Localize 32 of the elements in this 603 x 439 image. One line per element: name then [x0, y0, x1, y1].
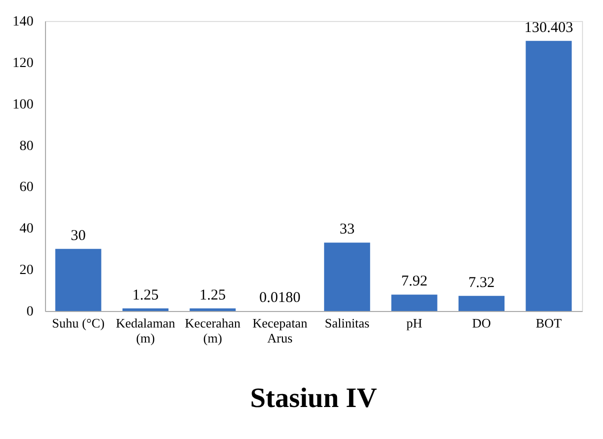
x-tick-label: pH: [406, 316, 422, 330]
x-tick-label: Salinitas: [324, 316, 370, 330]
data-label: 30: [70, 228, 86, 244]
y-tick-label: 20: [20, 263, 34, 278]
data-label: 0.0180: [259, 290, 301, 306]
y-tick-label: 140: [12, 14, 34, 30]
bar: [526, 40, 572, 311]
y-tick-label: 100: [12, 97, 34, 112]
x-tick-label: BOT: [536, 316, 562, 330]
bar: [458, 296, 505, 311]
x-tick-label: Kedalaman (m): [116, 316, 176, 346]
y-tick-label: 40: [20, 222, 34, 237]
y-tick-label: 80: [20, 138, 34, 154]
bar: [391, 294, 438, 311]
bar: [55, 248, 102, 311]
data-label: 7.92: [401, 274, 428, 290]
y-tick-label: 120: [12, 56, 34, 71]
data-label: 7.32: [468, 274, 495, 291]
data-label: 1.25: [132, 287, 159, 304]
x-tick-label: Suhu (°C): [52, 316, 105, 330]
text: Stasiun IV: [250, 383, 377, 414]
y-tick-label: 0: [26, 304, 34, 320]
data-label: 1.25: [200, 287, 226, 304]
data-label: 33: [340, 222, 355, 238]
x-tick-label: Kecepatan Arus: [252, 316, 308, 346]
bar: [324, 242, 370, 311]
data-label: 130.403: [524, 20, 574, 36]
bar: [190, 308, 236, 311]
bar: [122, 308, 168, 311]
y-tick-label: 60: [20, 180, 34, 196]
x-tick-label: Kecerahan (m): [184, 316, 241, 346]
x-tick-label: DO: [472, 316, 491, 330]
